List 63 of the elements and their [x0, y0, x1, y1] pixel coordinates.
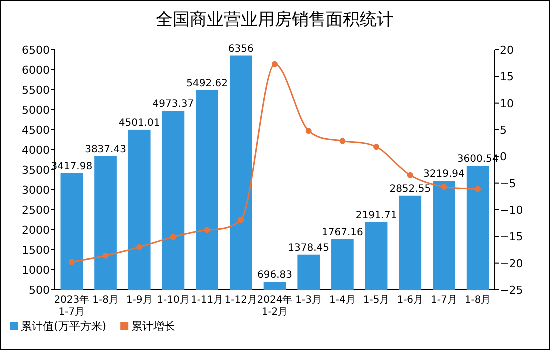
data-label: 6356: [228, 44, 254, 55]
x-tick-label: 1-3月: [296, 295, 322, 306]
y-tick-label: 6500: [22, 44, 50, 57]
x-tick-label: 1-10月: [157, 295, 190, 306]
data-label: 3837.43: [85, 144, 126, 156]
x-tick-label: 2024年 1-2月: [257, 294, 293, 318]
point: [374, 144, 380, 150]
x-tick-label: 1-11月: [190, 295, 224, 306]
x-tick-label: 1-4月: [330, 295, 356, 306]
y-tick-label: 3500: [22, 164, 50, 177]
y-tick-label: 1500: [22, 244, 50, 257]
point: [204, 227, 210, 234]
x-tick-label: 1-6月: [397, 295, 424, 306]
x-tick-label: 2023年 1-7月: [54, 294, 90, 318]
y2-tick-label: 20: [500, 44, 514, 57]
data-label: 5492.62: [186, 78, 228, 90]
data-label: 4501.01: [118, 118, 160, 129]
y2-tick-label: −20: [500, 257, 524, 270]
y-tick-label: 2500: [22, 204, 50, 217]
y2-tick-label: 5: [500, 124, 507, 137]
y-tick-label: 3000: [22, 184, 50, 197]
chart-title: 全国商业营业用房销售面积统计: [156, 10, 394, 30]
point: [238, 217, 244, 224]
y2-tick-label: −10: [500, 204, 524, 217]
x-tick-label: 1-8月: [464, 295, 492, 306]
point: [136, 244, 143, 250]
x-tick-label: 1-12月: [224, 295, 258, 306]
y2-tick-label: −25: [500, 284, 524, 297]
data-label: 2191.71: [356, 210, 398, 222]
y2-tick-label: −15: [500, 230, 524, 244]
y-tick-label: 5000: [22, 104, 50, 117]
y-tick-label: 6000: [22, 64, 50, 77]
data-label: 696.83: [258, 270, 292, 282]
point: [102, 252, 109, 259]
y-tick-label: 5500: [22, 84, 50, 97]
y2-tick-label: 15: [500, 70, 514, 84]
y-tick-label: 1000: [22, 264, 50, 277]
point: [340, 138, 346, 144]
point: [68, 259, 75, 266]
y2-tick-label: −5: [500, 177, 516, 190]
data-label: 3219.94: [424, 169, 465, 180]
x-tick-label: 1-5月: [363, 295, 390, 306]
point: [441, 184, 448, 190]
point: [407, 172, 414, 178]
data-label: 2852.55: [390, 184, 432, 195]
x-tick-label: 1-7月: [431, 295, 458, 306]
y-tick-label: 4500: [22, 124, 50, 137]
y-tick-label: 2000: [22, 224, 50, 237]
y2-tick-label: 0: [500, 150, 507, 164]
point: [306, 128, 312, 134]
data-label: 1378.45: [288, 242, 330, 254]
y-tick-label: 4000: [22, 144, 50, 157]
legend-label: 累计值(万平方米): [21, 320, 107, 333]
y2-tick-label: 10: [500, 97, 514, 110]
y-tick-label: 500: [29, 284, 50, 297]
x-tick-label: 1-9月: [126, 295, 153, 306]
point: [475, 186, 482, 192]
data-label: 1767.16: [322, 227, 364, 238]
legend-label: 累计增长: [132, 320, 176, 333]
x-tick-label: 1-8月: [92, 295, 119, 306]
point: [170, 234, 176, 240]
data-label: 4973.37: [152, 99, 194, 110]
point: [272, 61, 278, 68]
